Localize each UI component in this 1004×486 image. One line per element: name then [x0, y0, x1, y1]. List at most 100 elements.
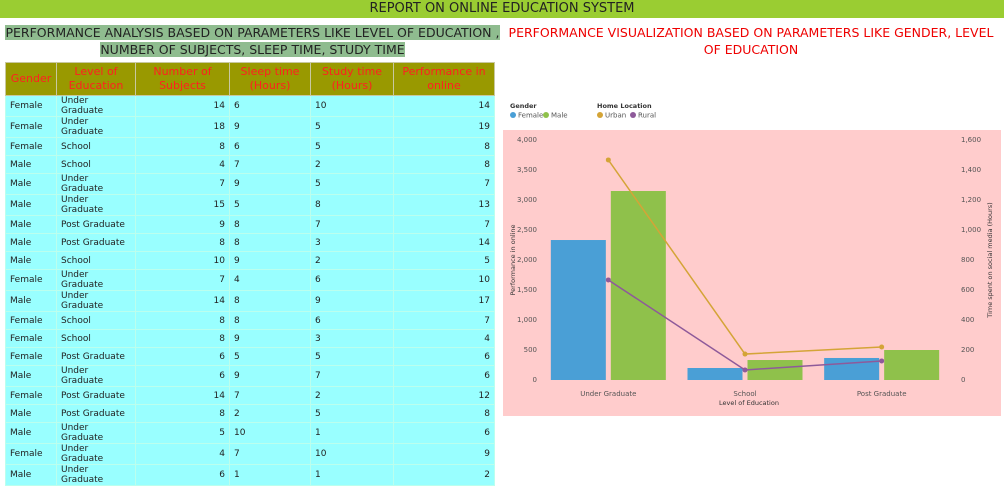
y2-tick-label: 800 — [961, 256, 974, 264]
y2-tick-label: 400 — [961, 316, 974, 324]
table-cell: 10 — [135, 251, 230, 270]
table-cell: Male — [5, 194, 57, 216]
chart-title: PERFORMANCE VISUALIZATION BASED ON PARAM… — [508, 25, 994, 57]
table-cell: 8 — [229, 290, 311, 312]
y-tick-label: 2,000 — [517, 256, 537, 264]
bar — [884, 350, 940, 380]
table-cell: 6 — [393, 347, 495, 366]
table-cell: Post Graduate — [56, 386, 136, 405]
table-row: Male Under Graduate 5 10 1 6 — [5, 422, 495, 444]
table-cell: Post Graduate — [56, 215, 136, 234]
table-cell: Under Graduate — [56, 422, 136, 444]
table-cell: 6 — [310, 269, 394, 291]
table-cell: 8 — [135, 329, 230, 348]
table-cell: 5 — [393, 251, 495, 270]
table-cell: 5 — [135, 422, 230, 444]
table-cell: 6 — [229, 137, 311, 156]
table-cell: Female — [5, 95, 57, 117]
table-row: Female School 8 9 3 4 — [5, 329, 495, 348]
table-cell: 10 — [393, 269, 495, 291]
table-cell: 8 — [135, 311, 230, 330]
y2-tick-label: 200 — [961, 346, 974, 354]
column-header: Level of Education — [56, 62, 136, 96]
table-cell: 7 — [229, 443, 311, 465]
bar — [550, 240, 606, 380]
table-row: Female Under Graduate 4 7 10 9 — [5, 443, 495, 465]
table-cell: 3 — [310, 233, 394, 252]
y2-tick-label: 0 — [961, 376, 965, 384]
table-cell: 14 — [135, 95, 230, 117]
table-cell: 1 — [310, 422, 394, 444]
y-tick-label: 3,000 — [517, 196, 537, 204]
y2-axis-title: Time spent on social media (Hours) — [986, 202, 994, 318]
table-cell: 9 — [229, 116, 311, 138]
table-cell: 14 — [393, 95, 495, 117]
table-cell: 7 — [393, 173, 495, 195]
bar — [610, 191, 666, 380]
y-tick-label: 2,500 — [517, 226, 537, 234]
table-cell: School — [56, 155, 136, 174]
table-cell: 8 — [135, 137, 230, 156]
table-cell: 18 — [135, 116, 230, 138]
table-cell: Female — [5, 347, 57, 366]
y-tick-label: 3,500 — [517, 166, 537, 174]
table-cell: 7 — [229, 155, 311, 174]
table-cell: 10 — [310, 443, 394, 465]
table-row: Female Post Graduate 14 7 2 12 — [5, 386, 495, 405]
legend-title: Gender — [510, 102, 537, 110]
table-row: Male Post Graduate 9 8 7 7 — [5, 215, 495, 234]
table-cell: 9 — [135, 215, 230, 234]
table-cell: 5 — [310, 116, 394, 138]
x-tick-label: Under Graduate — [580, 390, 636, 398]
y2-tick-label: 1,200 — [961, 196, 981, 204]
table-cell: Post Graduate — [56, 233, 136, 252]
table-cell: Male — [5, 365, 57, 387]
table-cell: 7 — [310, 215, 394, 234]
table-cell: Under Graduate — [56, 173, 136, 195]
table-cell: 9 — [310, 290, 394, 312]
table-cell: School — [56, 329, 136, 348]
table-cell: 10 — [229, 422, 311, 444]
table-cell: Under Graduate — [56, 290, 136, 312]
table-cell: 6 — [135, 365, 230, 387]
table-cell: 8 — [135, 233, 230, 252]
table-cell: Male — [5, 422, 57, 444]
table-cell: 5 — [310, 173, 394, 195]
table-row: Male School 4 7 2 8 — [5, 155, 495, 174]
table-cell: 8 — [229, 233, 311, 252]
report-title: REPORT ON ONLINE EDUCATION SYSTEM — [0, 0, 1004, 18]
table-cell: 4 — [393, 329, 495, 348]
table-row: Male Post Graduate 8 8 3 14 — [5, 233, 495, 252]
line-point — [605, 157, 611, 163]
x-tick-label: Post Graduate — [857, 390, 907, 398]
table-row: Male Under Graduate 14 8 9 17 — [5, 290, 495, 312]
table-cell: 3 — [310, 329, 394, 348]
table-cell: 7 — [135, 173, 230, 195]
table-cell: 2 — [310, 386, 394, 405]
x-axis-title: Level of Education — [719, 399, 779, 407]
data-table: Gender Level of Education Number of Subjec… — [5, 62, 495, 486]
table-cell: Female — [5, 311, 57, 330]
y2-tick-label: 1,000 — [961, 226, 981, 234]
table-cell: Under Graduate — [56, 95, 136, 117]
y-tick-label: 500 — [524, 346, 537, 354]
column-header: Gender — [5, 62, 57, 96]
table-cell: 6 — [393, 422, 495, 444]
table-cell: 4 — [135, 155, 230, 174]
legend-swatch — [597, 112, 603, 118]
y-axis-title: Performance in online — [509, 224, 517, 295]
legend-label: Female — [518, 112, 543, 120]
table-row: Male Under Graduate 15 5 8 13 — [5, 194, 495, 216]
table-cell: 8 — [393, 137, 495, 156]
table-cell: 6 — [135, 464, 230, 486]
table-cell: 5 — [310, 347, 394, 366]
table-cell: 2 — [229, 404, 311, 423]
table-cell: 9 — [229, 329, 311, 348]
table-cell: 13 — [393, 194, 495, 216]
table-cell: School — [56, 311, 136, 330]
table-cell: Male — [5, 155, 57, 174]
y-tick-label: 0 — [533, 376, 537, 384]
table-cell: Female — [5, 269, 57, 291]
line-point — [879, 344, 885, 350]
